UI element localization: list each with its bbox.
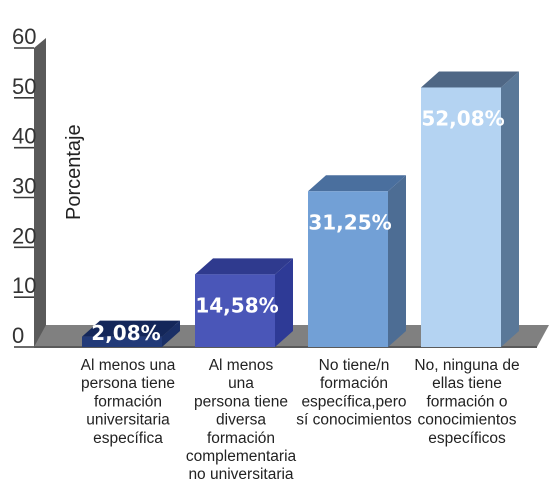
category-label-line: específica bbox=[93, 430, 163, 447]
bars: 2,08% 14,58% 31,25% 52,08% bbox=[82, 71, 519, 347]
y-tick: 40 bbox=[12, 124, 36, 149]
category-label-line: diversa bbox=[216, 412, 266, 429]
y-tick-label: 20 bbox=[12, 223, 36, 248]
category-label-line: ellas tiene bbox=[432, 375, 502, 392]
category-label-line: Al menos bbox=[209, 357, 274, 374]
bar-top bbox=[195, 258, 293, 275]
bar-value-label: 2,08% bbox=[91, 321, 160, 345]
bar: 31,25% bbox=[308, 175, 406, 347]
y-tick: 60 bbox=[12, 24, 36, 49]
y-tick-label: 30 bbox=[12, 174, 36, 199]
bar-front bbox=[82, 336, 162, 347]
category-label-line: No tiene/n bbox=[319, 357, 390, 374]
bar-top bbox=[421, 71, 519, 88]
category-label-line: Al menos una bbox=[81, 357, 176, 374]
y-tick: 20 bbox=[12, 223, 36, 248]
category-label-line: no universitaria bbox=[188, 466, 293, 483]
category-label-line: una bbox=[228, 375, 254, 392]
y-tick-label: 40 bbox=[12, 124, 36, 149]
category-label-line: formación bbox=[320, 375, 388, 392]
y-tick-label: 10 bbox=[12, 273, 36, 298]
category-label-line: persona tiene bbox=[194, 393, 288, 410]
category-label-line: formación o bbox=[427, 393, 508, 410]
bar-top bbox=[308, 175, 406, 192]
bar-top bbox=[82, 320, 180, 337]
bar-front bbox=[195, 274, 275, 347]
bar-front bbox=[308, 191, 388, 347]
bar: 14,58% bbox=[195, 258, 293, 347]
category-label-line: conocimientos bbox=[417, 412, 516, 429]
bar-value-label: 52,08% bbox=[421, 106, 504, 130]
category-label-line: formación bbox=[207, 430, 275, 447]
y-tick: 0 bbox=[12, 323, 34, 348]
y-tick: 30 bbox=[12, 174, 36, 199]
bar-side bbox=[162, 320, 180, 347]
category-label-line: específica,pero bbox=[301, 393, 406, 410]
category-label-line: complementaria bbox=[186, 448, 297, 465]
y-axis-ticks: 0 10 20 30 40 50 60 bbox=[12, 24, 36, 348]
bar-value-label: 14,58% bbox=[195, 293, 278, 317]
category-label-line: No, ninguna de bbox=[414, 357, 519, 374]
bar: 52,08% bbox=[421, 71, 519, 347]
bar-front bbox=[421, 87, 501, 347]
y-tick-label: 0 bbox=[12, 323, 24, 348]
category-label-line: sí conocimientos bbox=[296, 412, 412, 429]
bar-value-label: 31,25% bbox=[308, 210, 391, 234]
bar: 2,08% bbox=[82, 320, 180, 347]
category-label-line: específicos bbox=[428, 430, 506, 447]
bar-side bbox=[388, 175, 406, 347]
category-label-line: formación bbox=[94, 393, 162, 410]
y-tick-label: 60 bbox=[12, 24, 36, 49]
category-label-line: persona tiene bbox=[81, 375, 175, 392]
y-tick: 50 bbox=[12, 74, 36, 99]
y-axis-wall bbox=[34, 38, 46, 347]
y-tick: 10 bbox=[12, 273, 36, 298]
category-label-line: universitaria bbox=[86, 412, 170, 429]
bar-side bbox=[275, 258, 293, 347]
y-tick-label: 50 bbox=[12, 74, 36, 99]
bar-side bbox=[501, 71, 519, 347]
y-axis-label: Porcentaje bbox=[63, 124, 85, 220]
